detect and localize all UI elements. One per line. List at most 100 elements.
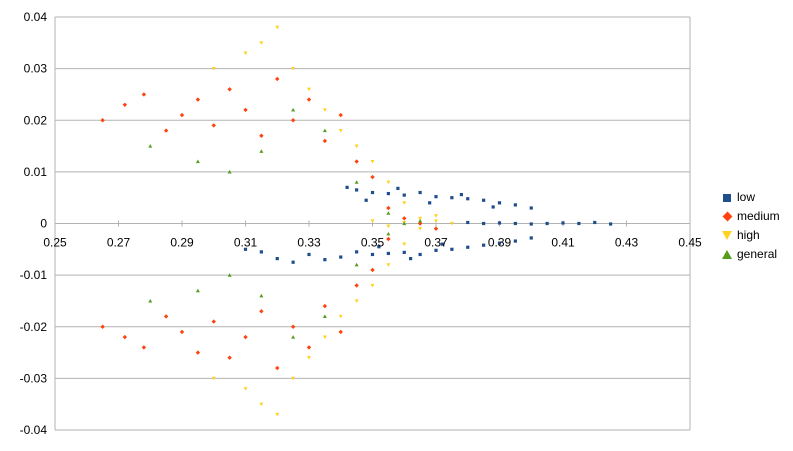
- x-tick-labels: 0.25 0.27 0.29 0.31 0.33 0.35 0.37 0.39 0.41 0.43…: [43, 236, 702, 250]
- point-medium-26: [195, 350, 201, 355]
- point-low-31: [323, 258, 327, 262]
- point-low-29: [529, 236, 533, 240]
- point-general-10: [148, 298, 153, 303]
- point-high-18: [418, 227, 423, 231]
- square-marker-icon: [722, 193, 732, 203]
- series-high: [211, 25, 454, 417]
- point-general-8: [402, 221, 407, 226]
- point-high-29: [370, 283, 375, 288]
- axes: [54, 17, 691, 430]
- point-high-21: [243, 387, 248, 391]
- point-medium-8: [243, 107, 248, 113]
- point-medium-0: [100, 118, 105, 123]
- point-medium-16: [370, 174, 375, 180]
- point-general-12: [227, 273, 232, 277]
- point-general-15: [322, 314, 327, 319]
- point-low-39: [440, 242, 444, 246]
- point-high-31: [402, 242, 407, 247]
- point-high-8: [354, 144, 359, 149]
- point-low-1: [370, 190, 375, 195]
- point-high-16: [386, 224, 391, 229]
- point-general-11: [195, 288, 200, 293]
- point-high-23: [275, 412, 280, 417]
- point-low-3: [402, 193, 406, 197]
- y-tick-label-8: -0.04: [20, 423, 48, 437]
- point-low-36: [243, 247, 248, 251]
- point-general-5: [322, 128, 327, 133]
- point-medium-3: [163, 128, 169, 133]
- point-high-20: [211, 376, 216, 381]
- point-general-9: [418, 218, 423, 223]
- point-high-19: [434, 214, 438, 218]
- x-tick-label-9: 0.43: [615, 236, 639, 250]
- point-low-47: [577, 221, 581, 226]
- point-high-4: [291, 67, 296, 71]
- series-general: [148, 107, 423, 339]
- triangle-up-marker-icon: [722, 250, 732, 260]
- legend-item-general: general: [722, 245, 780, 264]
- point-low-43: [513, 221, 517, 226]
- point-medium-38: [386, 236, 391, 242]
- point-high-0: [211, 67, 216, 71]
- point-low-9: [497, 201, 502, 205]
- point-low-2: [386, 191, 390, 196]
- point-low-38: [409, 257, 413, 261]
- data-points: [100, 25, 613, 417]
- x-tick-label-10: 0.45: [678, 236, 702, 250]
- point-high-12: [418, 216, 423, 221]
- x-tick-label-0: 0.25: [43, 236, 67, 250]
- point-medium-9: [259, 133, 264, 138]
- point-general-16: [354, 262, 359, 267]
- point-medium-11: [290, 118, 296, 123]
- point-low-0: [355, 188, 359, 192]
- point-high-24: [291, 376, 296, 381]
- x-tick-label-5: 0.35: [361, 236, 385, 250]
- point-medium-5: [195, 97, 201, 102]
- point-low-37: [377, 245, 381, 249]
- point-low-15: [459, 192, 463, 197]
- point-medium-35: [338, 329, 343, 335]
- series-low: [243, 185, 613, 264]
- point-medium-27: [211, 319, 216, 324]
- point-general-14: [291, 335, 296, 339]
- point-low-24: [450, 247, 454, 251]
- point-high-30: [386, 263, 391, 267]
- point-low-33: [291, 260, 295, 264]
- point-medium-30: [259, 309, 264, 314]
- point-high-10: [386, 180, 391, 185]
- point-low-48: [593, 220, 597, 225]
- point-low-20: [386, 251, 390, 256]
- point-medium-34: [322, 303, 328, 309]
- point-low-10: [513, 203, 517, 207]
- point-general-3: [259, 149, 264, 153]
- series-medium: [100, 76, 439, 371]
- point-low-16: [491, 205, 495, 209]
- point-medium-20: [433, 226, 439, 231]
- point-medium-2: [141, 92, 147, 97]
- legend-item-medium: medium: [722, 207, 780, 226]
- y-tick-labels: 0.04 0.03 0.02 0.01 0 -0.01 -0.02 -0.03 -0.04: [20, 10, 48, 437]
- point-medium-19: [417, 221, 423, 226]
- point-low-18: [355, 250, 359, 254]
- point-high-11: [402, 201, 407, 205]
- point-low-41: [482, 221, 486, 226]
- point-low-7: [466, 197, 470, 201]
- y-tick-label-5: -0.01: [20, 268, 48, 282]
- point-low-27: [497, 241, 502, 245]
- point-general-17: [386, 231, 391, 236]
- point-general-7: [386, 211, 391, 215]
- point-low-49: [609, 222, 613, 226]
- triangle-down-marker-icon: [722, 231, 732, 241]
- point-low-14: [428, 201, 432, 205]
- point-medium-24: [163, 314, 169, 319]
- point-medium-6: [211, 123, 216, 128]
- point-medium-13: [322, 138, 328, 144]
- point-general-13: [259, 293, 264, 298]
- point-general-4: [291, 107, 296, 112]
- x-tick-label-4: 0.33: [297, 236, 321, 250]
- point-high-7: [338, 128, 343, 133]
- point-high-2: [259, 41, 264, 45]
- point-high-5: [307, 87, 311, 92]
- legend-label-general: general: [737, 247, 778, 261]
- point-medium-12: [306, 97, 312, 102]
